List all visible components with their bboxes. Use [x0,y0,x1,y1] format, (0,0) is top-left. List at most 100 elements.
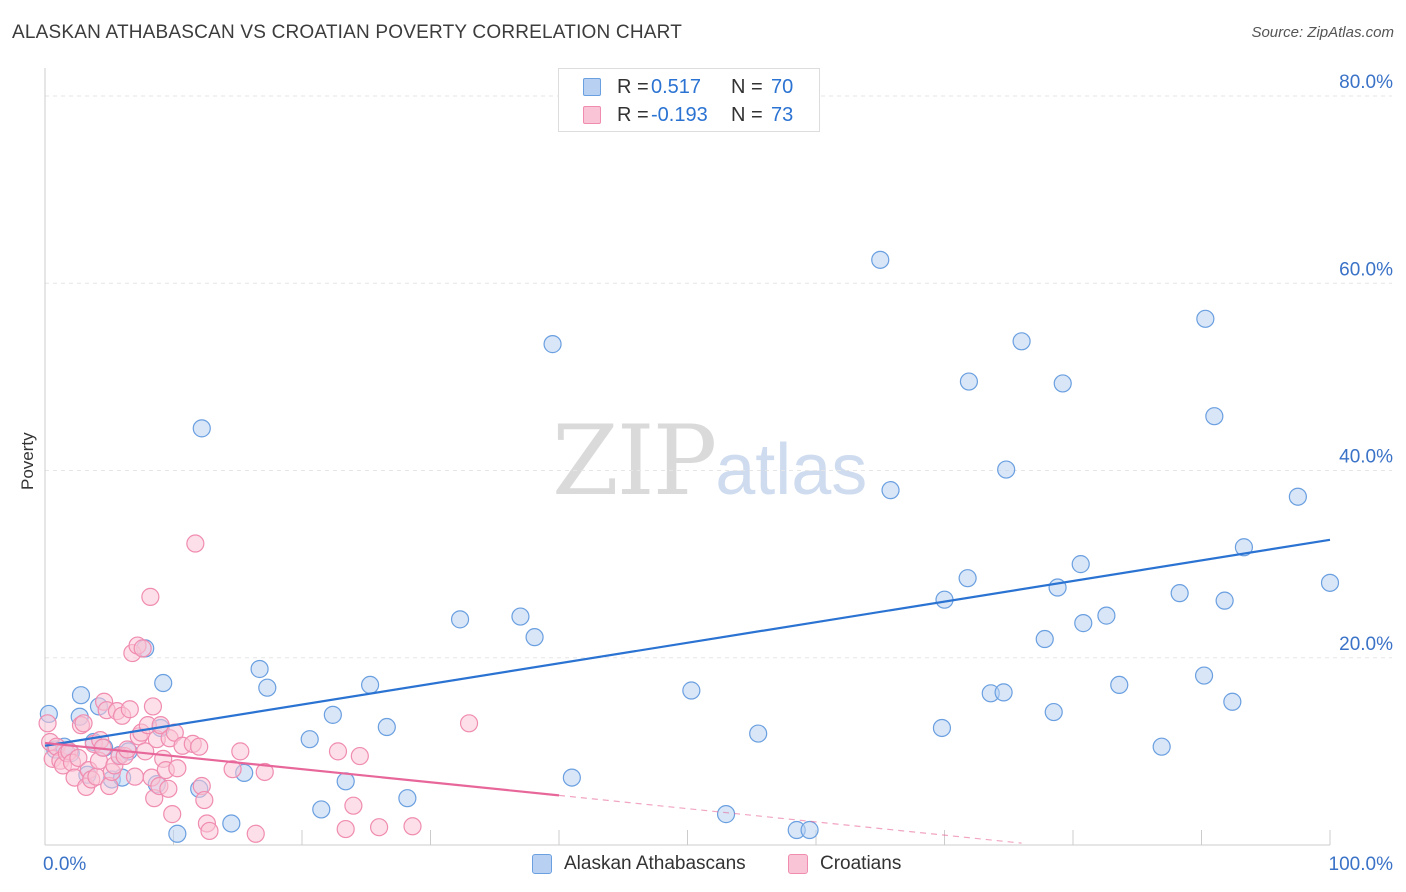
correlation-legend: R = 0.517 N = 70 R = -0.193 N = 73 [558,68,820,132]
data-point [1196,309,1215,328]
watermark: ZIPatlas [552,405,867,517]
x-tick-label-min: 0.0% [43,854,86,875]
data-point [223,760,242,779]
data-point [344,796,363,815]
data-point [459,714,479,733]
data-point [511,607,530,626]
data-point [74,714,93,733]
data-point [682,681,701,700]
data-point [525,628,544,647]
data-point [994,683,1013,702]
data-point [403,817,422,836]
data-point [38,714,57,733]
data-point [1071,555,1090,574]
data-point [398,789,417,808]
data-point [361,675,380,695]
data-point [800,820,819,840]
legend-r-label: R = [617,76,649,98]
data-point [258,678,277,697]
data-point [141,587,160,606]
data-point [1170,584,1189,603]
data-point [192,419,211,438]
data-point [959,372,979,391]
data-point [231,742,250,761]
data-point [1097,606,1116,625]
data-point [1320,573,1340,592]
data-point [543,335,562,354]
data-point [312,800,331,819]
grid-lines [45,95,1392,659]
data-point [186,534,205,553]
data-point [1110,675,1129,695]
legend-row-athabascans: R = 0.517 N = 70 [559,73,819,101]
data-point [323,705,342,724]
data-point [71,686,91,705]
data-point [143,697,163,716]
data-point [336,819,355,839]
trend-lines [44,538,1331,844]
legend-n-label: N = [731,104,763,126]
data-point [255,762,274,782]
data-point [222,814,241,833]
legend-swatch-blue [532,854,552,874]
legend-label: Croatians [820,853,902,874]
data-point [1053,374,1072,393]
data-point [195,790,214,810]
series-croatians-points [38,534,479,843]
data-point [168,824,187,843]
y-tick-label: 40.0% [1339,447,1393,468]
data-point [133,639,152,658]
data-point [1223,692,1242,711]
legend-n-value: 73 [771,104,794,126]
legend-r-label: R = [617,104,649,126]
data-point [997,460,1016,479]
data-point [1288,487,1307,506]
trend-line-extrapolated [558,794,1022,844]
data-point [125,767,145,786]
data-point [450,610,470,629]
legend-n-label: N = [731,76,763,98]
data-point [370,818,389,837]
data-point [1194,666,1214,685]
legend-item-athabascans: Alaskan Athabascans [532,852,772,876]
data-point [168,759,187,778]
data-point [1074,614,1093,633]
y-axis-label: Poverty [18,432,37,490]
data-point [200,821,219,841]
data-point [871,250,890,269]
data-point [246,824,265,843]
data-point [250,659,269,679]
axes [44,68,1331,846]
legend-label: Alaskan Athabascans [564,853,746,874]
trend-line-croatians [44,741,560,797]
chart-title: ALASKAN ATHABASCAN VS CROATIAN POVERTY C… [12,22,683,43]
watermark-zip: ZIP [552,405,717,517]
legend-r-value: 0.517 [651,76,702,98]
data-point [163,805,182,824]
data-point [154,673,173,693]
data-point [932,718,952,738]
data-point [1035,629,1054,649]
data-point [1044,702,1063,722]
data-point [749,724,768,743]
x-tick-label-max: 100.0% [1329,854,1394,875]
data-point [120,700,139,719]
y-tick-label: 80.0% [1339,72,1393,93]
data-point [336,772,355,791]
data-point [716,805,736,824]
data-point [958,569,977,588]
tick-labels: 20.0% 40.0% 60.0% 80.0% 0.0% 100.0% [43,72,1393,875]
trend-line-athabascans [44,538,1331,747]
legend-swatch-blue [583,78,601,96]
legend-n-value: 70 [771,76,794,98]
data-point [190,737,209,756]
legend-item-croatians: Croatians [788,852,928,876]
data-point [881,481,900,500]
source-label: Source: ZipAtlas.com [1251,24,1394,41]
data-point [350,746,369,766]
data-point [69,748,88,768]
data-point [1205,407,1224,426]
data-point [328,742,348,761]
data-point [1215,591,1234,610]
